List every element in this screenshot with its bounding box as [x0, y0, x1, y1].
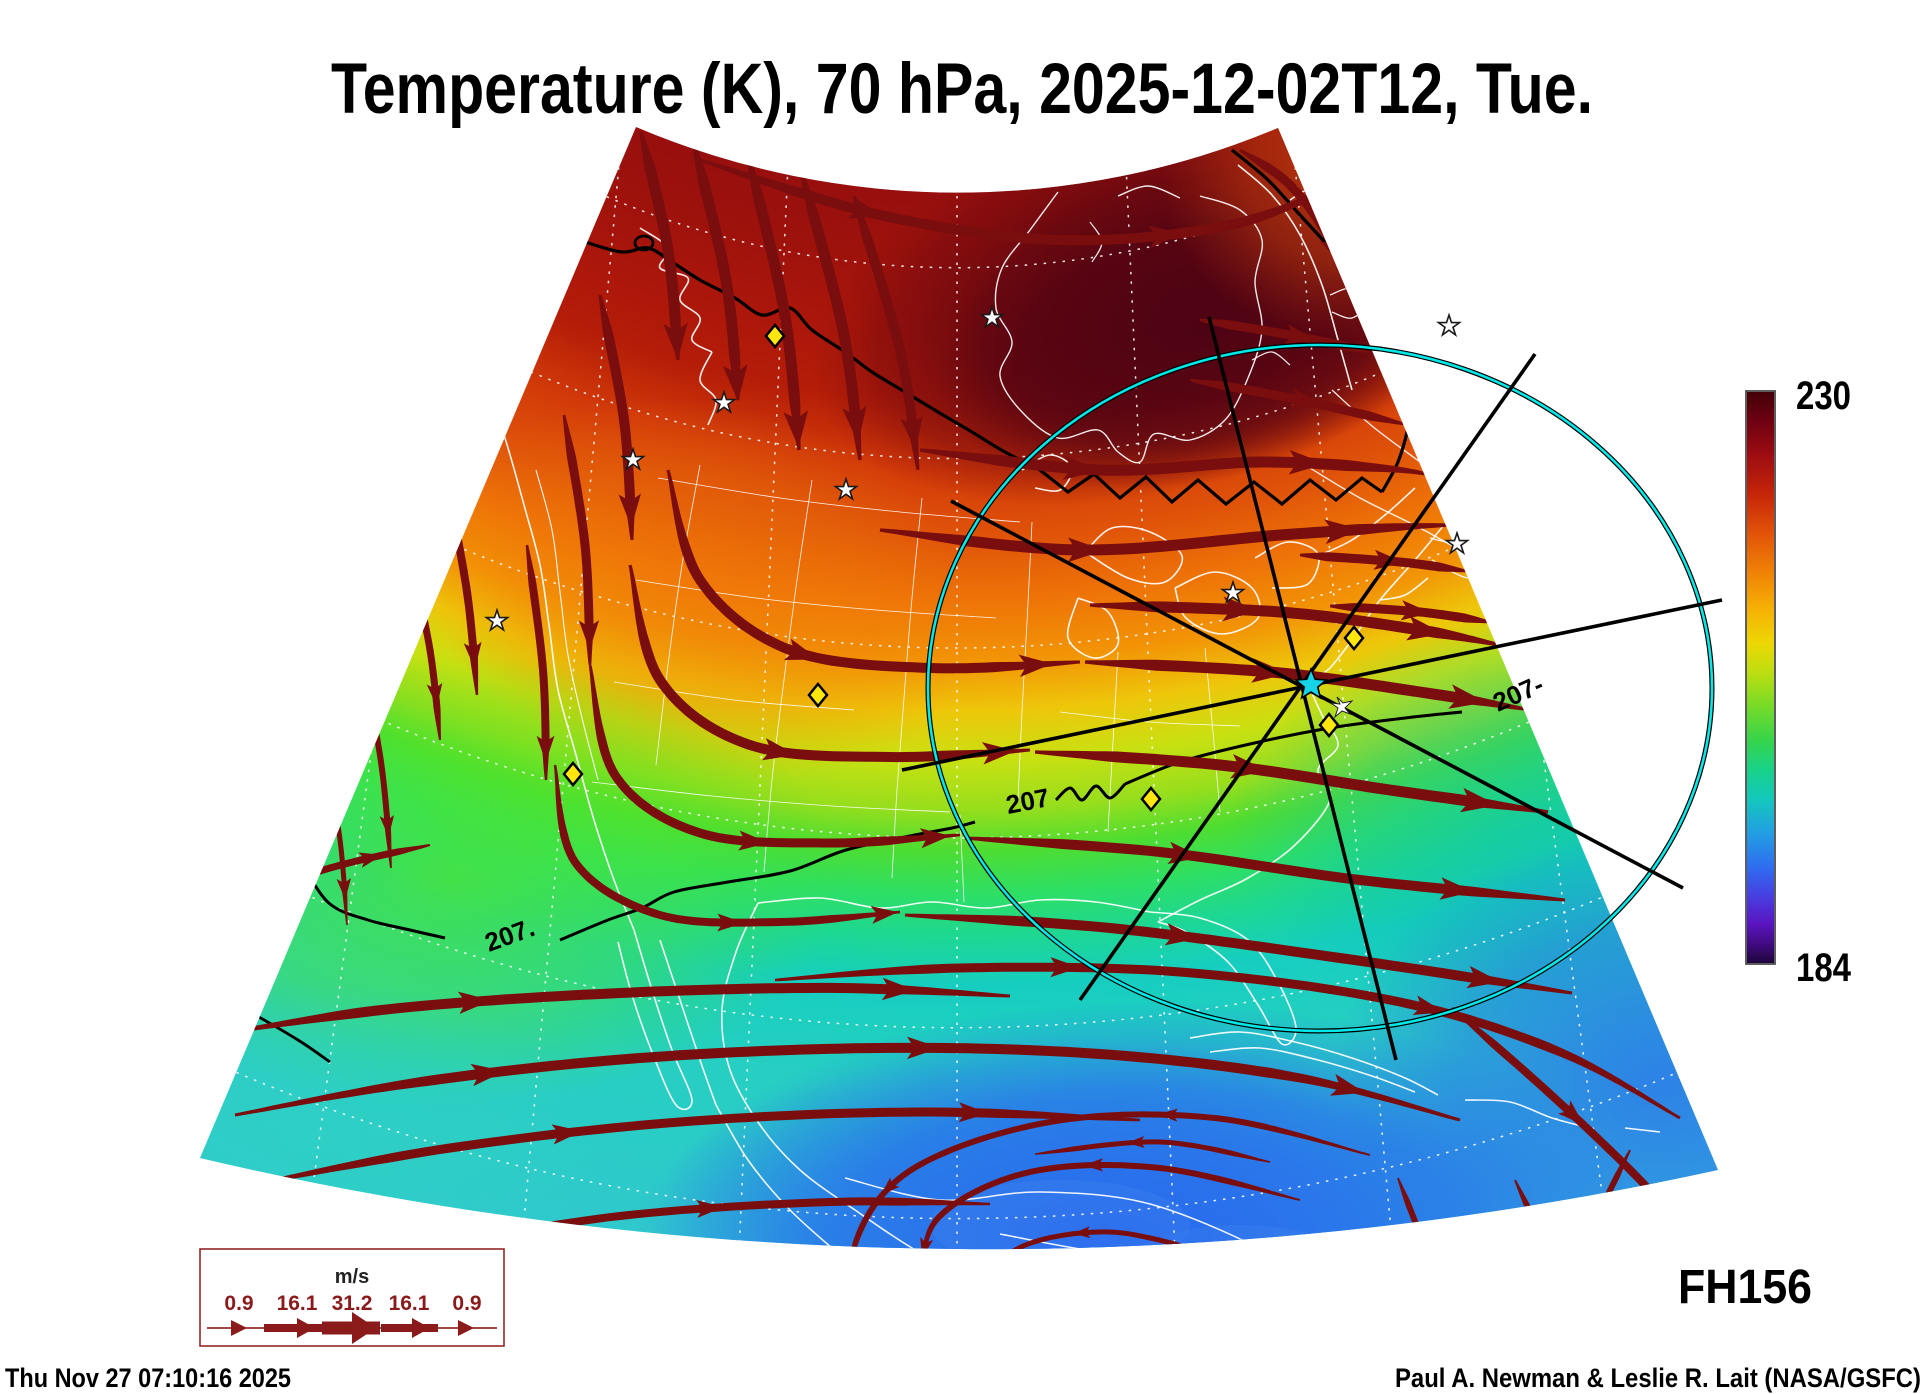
svg-text:16.1: 16.1 [277, 1292, 318, 1315]
svg-text:Temperature (K), 70 hPa, 2025-: Temperature (K), 70 hPa, 2025-12-02T12, … [331, 50, 1593, 129]
svg-text:m/s: m/s [335, 1266, 369, 1288]
svg-text:FH156: FH156 [1678, 1261, 1812, 1314]
svg-text:0.9: 0.9 [452, 1292, 481, 1315]
svg-text:230: 230 [1796, 374, 1851, 418]
svg-text:31.2: 31.2 [332, 1292, 373, 1315]
svg-text:Paul A. Newman & Leslie R. Lai: Paul A. Newman & Leslie R. Lait (NASA/GS… [1395, 1363, 1921, 1393]
svg-text:184: 184 [1796, 946, 1852, 990]
svg-text:0.9: 0.9 [224, 1292, 253, 1315]
svg-text:16.1: 16.1 [389, 1292, 430, 1315]
svg-text:Thu Nov 27 07:10:16 2025: Thu Nov 27 07:10:16 2025 [5, 1363, 291, 1393]
